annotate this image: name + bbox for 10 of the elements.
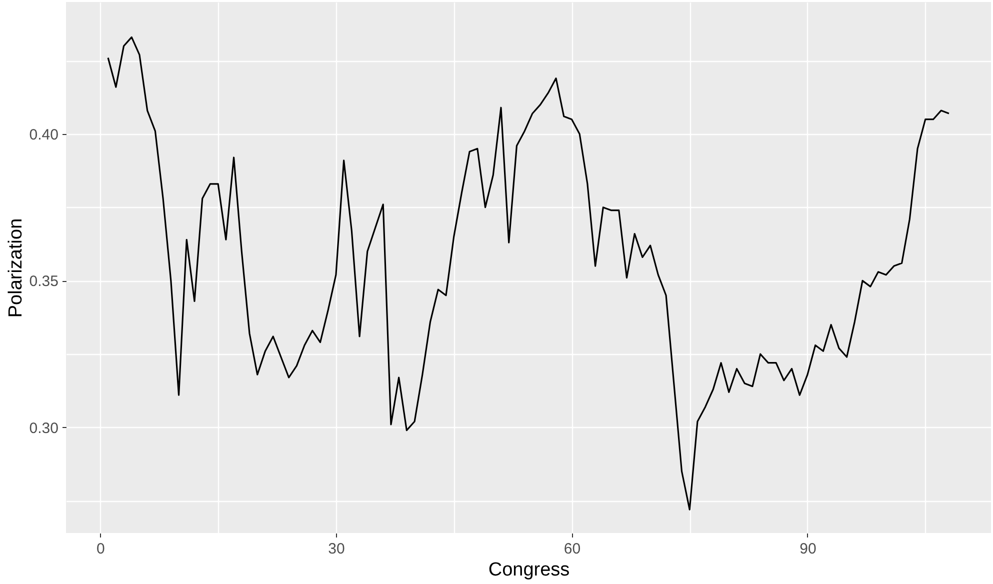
y-tick-label: 0.40 (29, 126, 58, 144)
x-tick-label: 30 (328, 540, 345, 558)
y-axis-title: Polarization (5, 218, 26, 318)
y-tick-label: 0.35 (29, 273, 58, 290)
x-tick-label: 90 (800, 540, 816, 558)
y-tick-label: 0.30 (29, 420, 58, 437)
x-axis-title: Congress (488, 560, 570, 580)
x-tick-label: 60 (564, 540, 581, 558)
x-tick-label: 0 (96, 540, 105, 558)
line-series (107, 36, 950, 510)
